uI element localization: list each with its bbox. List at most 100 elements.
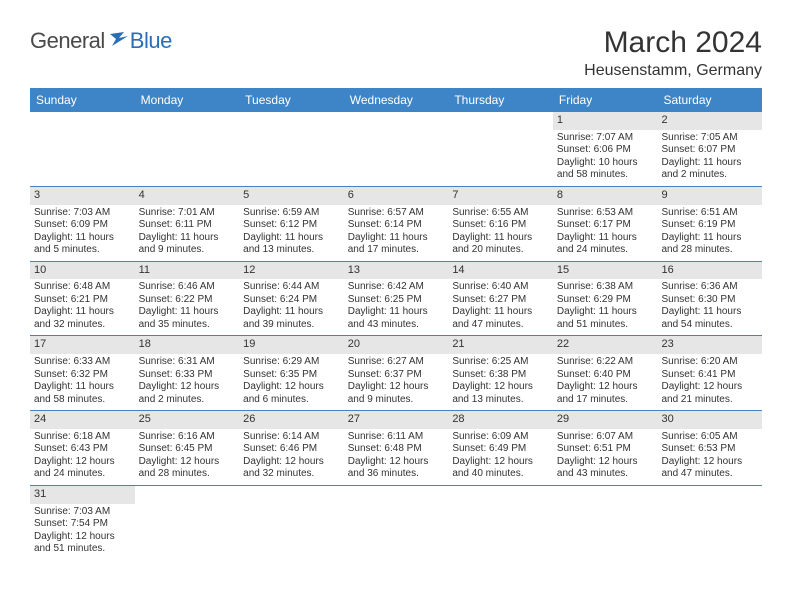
day-cell: 13Sunrise: 6:42 AMSunset: 6:25 PMDayligh… — [344, 262, 449, 336]
daylight-text: and 32 minutes. — [34, 319, 131, 332]
day-number: 25 — [135, 411, 240, 429]
day-cell — [135, 486, 240, 560]
sunset-text: Sunset: 6:41 PM — [661, 369, 758, 382]
daylight-text: Daylight: 11 hours — [348, 232, 445, 245]
sunrise-text: Sunrise: 6:22 AM — [557, 356, 654, 369]
day-number: 3 — [30, 187, 135, 205]
sunset-text: Sunset: 7:54 PM — [34, 518, 131, 531]
sunset-text: Sunset: 6:38 PM — [452, 369, 549, 382]
sunset-text: Sunset: 6:48 PM — [348, 443, 445, 456]
sunset-text: Sunset: 6:21 PM — [34, 294, 131, 307]
sunset-text: Sunset: 6:14 PM — [348, 219, 445, 232]
sunset-text: Sunset: 6:25 PM — [348, 294, 445, 307]
sunset-text: Sunset: 6:53 PM — [661, 443, 758, 456]
daylight-text: Daylight: 12 hours — [452, 456, 549, 469]
day-cell: 3Sunrise: 7:03 AMSunset: 6:09 PMDaylight… — [30, 187, 135, 261]
daylight-text: and 5 minutes. — [34, 244, 131, 257]
daylight-text: and 36 minutes. — [348, 468, 445, 481]
day-number: 22 — [553, 336, 658, 354]
sunset-text: Sunset: 6:35 PM — [243, 369, 340, 382]
weekday-thu: Thursday — [448, 88, 553, 112]
sunrise-text: Sunrise: 6:57 AM — [348, 207, 445, 220]
sunset-text: Sunset: 6:45 PM — [139, 443, 236, 456]
day-cell: 11Sunrise: 6:46 AMSunset: 6:22 PMDayligh… — [135, 262, 240, 336]
daylight-text: Daylight: 12 hours — [243, 381, 340, 394]
sunset-text: Sunset: 6:46 PM — [243, 443, 340, 456]
day-number: 12 — [239, 262, 344, 280]
sunrise-text: Sunrise: 6:59 AM — [243, 207, 340, 220]
day-cell: 17Sunrise: 6:33 AMSunset: 6:32 PMDayligh… — [30, 336, 135, 410]
day-cell: 23Sunrise: 6:20 AMSunset: 6:41 PMDayligh… — [657, 336, 762, 410]
day-number: 23 — [657, 336, 762, 354]
weekday-sat: Saturday — [657, 88, 762, 112]
daylight-text: Daylight: 11 hours — [139, 232, 236, 245]
daylight-text: Daylight: 11 hours — [34, 232, 131, 245]
daylight-text: and 9 minutes. — [139, 244, 236, 257]
day-cell: 9 Sunrise: 6:51 AMSunset: 6:19 PMDaylight… — [657, 187, 762, 261]
sunset-text: Sunset: 6:17 PM — [557, 219, 654, 232]
daylight-text: and 13 minutes. — [243, 244, 340, 257]
sunset-text: Sunset: 6:32 PM — [34, 369, 131, 382]
day-number: 14 — [448, 262, 553, 280]
day-number: 11 — [135, 262, 240, 280]
sunrise-text: Sunrise: 6:33 AM — [34, 356, 131, 369]
daylight-text: Daylight: 11 hours — [348, 306, 445, 319]
week-row: 17 Sunrise: 6:33 AMSunset: 6:32 PM Dayligh… — [30, 336, 762, 411]
daylight-text: and 28 minutes. — [661, 244, 758, 257]
sunset-text: Sunset: 6:43 PM — [34, 443, 131, 456]
weekday-tue: Tuesday — [239, 88, 344, 112]
daylight-text: Daylight: 11 hours — [452, 232, 549, 245]
logo: General Blue — [30, 26, 172, 54]
daylight-text: and 20 minutes. — [452, 244, 549, 257]
day-number: 27 — [344, 411, 449, 429]
day-cell: 18Sunrise: 6:31 AMSunset: 6:33 PMDayligh… — [135, 336, 240, 410]
daylight-text: Daylight: 11 hours — [557, 232, 654, 245]
sunset-text: Sunset: 6:49 PM — [452, 443, 549, 456]
day-number: 10 — [30, 262, 135, 280]
day-number: 9 — [657, 187, 762, 205]
sunrise-text: Sunrise: 6:36 AM — [661, 281, 758, 294]
sunrise-text: Sunrise: 6:51 AM — [661, 207, 758, 220]
sunrise-text: Sunrise: 6:31 AM — [139, 356, 236, 369]
day-number: 7 — [448, 187, 553, 205]
daylight-text: Daylight: 12 hours — [661, 381, 758, 394]
daylight-text: and 2 minutes. — [139, 394, 236, 407]
sunset-text: Sunset: 6:19 PM — [661, 219, 758, 232]
daylight-text: Daylight: 11 hours — [661, 157, 758, 170]
sunrise-text: Sunrise: 6:42 AM — [348, 281, 445, 294]
day-cell — [657, 486, 762, 560]
sunrise-text: Sunrise: 6:09 AM — [452, 431, 549, 444]
daylight-text: and 58 minutes. — [34, 394, 131, 407]
daylight-text: and 47 minutes. — [452, 319, 549, 332]
weekday-mon: Monday — [135, 88, 240, 112]
sunrise-text: Sunrise: 7:05 AM — [661, 132, 758, 145]
sunset-text: Sunset: 6:37 PM — [348, 369, 445, 382]
day-number: 24 — [30, 411, 135, 429]
daylight-text: and 43 minutes. — [557, 468, 654, 481]
logo-text-blue: Blue — [130, 28, 172, 54]
sunrise-text: Sunrise: 6:05 AM — [661, 431, 758, 444]
month-title: March 2024 — [584, 26, 762, 60]
daylight-text: Daylight: 11 hours — [661, 232, 758, 245]
sunset-text: Sunset: 6:16 PM — [452, 219, 549, 232]
daylight-text: Daylight: 12 hours — [452, 381, 549, 394]
daylight-text: Daylight: 12 hours — [348, 456, 445, 469]
day-cell — [239, 486, 344, 560]
day-number: 17 — [30, 336, 135, 354]
day-cell: 22Sunrise: 6:22 AMSunset: 6:40 PMDayligh… — [553, 336, 658, 410]
sunrise-text: Sunrise: 6:38 AM — [557, 281, 654, 294]
daylight-text: and 28 minutes. — [139, 468, 236, 481]
day-cell: 2Sunrise: 7:05 AMSunset: 6:07 PMDaylight… — [657, 112, 762, 186]
daylight-text: Daylight: 12 hours — [34, 531, 131, 544]
day-cell: 7Sunrise: 6:55 AMSunset: 6:16 PMDaylight… — [448, 187, 553, 261]
daylight-text: Daylight: 11 hours — [661, 306, 758, 319]
day-cell: 6Sunrise: 6:57 AMSunset: 6:14 PMDaylight… — [344, 187, 449, 261]
daylight-text: and 2 minutes. — [661, 169, 758, 182]
day-number: 16 — [657, 262, 762, 280]
day-number: 8 — [553, 187, 658, 205]
day-cell: 12Sunrise: 6:44 AMSunset: 6:24 PMDayligh… — [239, 262, 344, 336]
sunrise-text: Sunrise: 6:40 AM — [452, 281, 549, 294]
day-number: 5 — [239, 187, 344, 205]
day-cell: 28Sunrise: 6:09 AMSunset: 6:49 PMDayligh… — [448, 411, 553, 485]
sunset-text: Sunset: 6:51 PM — [557, 443, 654, 456]
